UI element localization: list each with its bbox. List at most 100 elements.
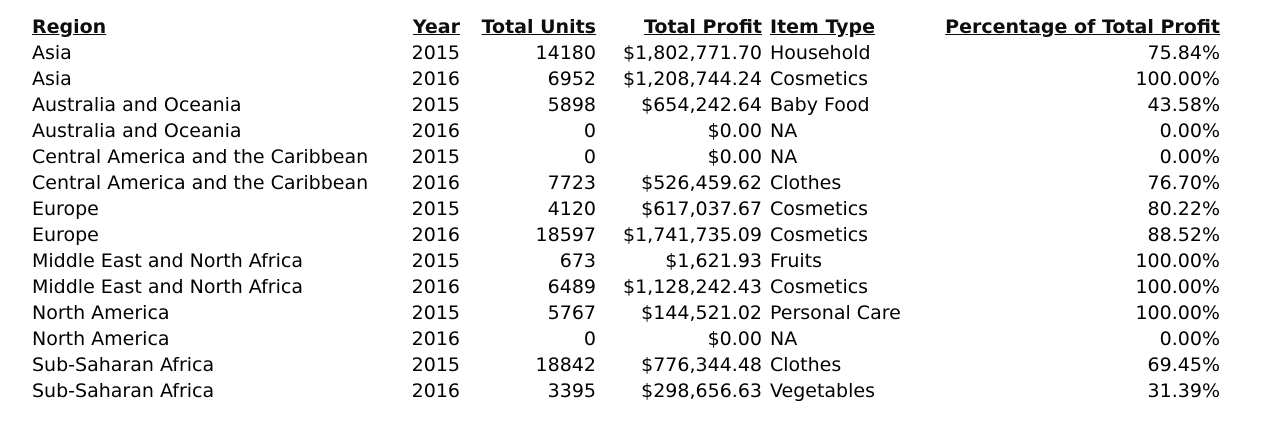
- cell-percentage-total-profit: 100.00%: [1135, 250, 1220, 272]
- cell-total-profit: $144,521.02: [641, 302, 762, 324]
- cell-region: North America: [32, 328, 170, 350]
- cell-region: Asia: [32, 42, 72, 64]
- table-row: Middle East and North Africa 2015 673 $1,62…: [28, 248, 1224, 274]
- cell-total-units: 5767: [547, 302, 596, 324]
- cell-region: Middle East and North Africa: [32, 250, 303, 272]
- cell-region: Central America and the Caribbean: [32, 172, 369, 194]
- cell-region: Sub-Saharan Africa: [32, 380, 215, 402]
- header-item-type: Item Type: [770, 16, 876, 38]
- table-body: Asia 2015 14180 $1,802,771.70 Household 75.84…: [28, 40, 1224, 404]
- cell-percentage-total-profit: 100.00%: [1135, 276, 1220, 298]
- cell-total-profit: $1,208,744.24: [622, 68, 762, 90]
- header-percentage-total-profit: Percentage of Total Profit: [945, 16, 1220, 38]
- cell-total-profit: $1,621.93: [665, 250, 762, 272]
- table-row: Australia and Oceania 2015 5898 $654,242.64…: [28, 92, 1224, 118]
- table-row: Middle East and North Africa 2016 6489 $1,1…: [28, 274, 1224, 300]
- cell-year: 2015: [411, 354, 460, 376]
- table-row: Australia and Oceania 2016 0 $0.00 NA 0.00%: [28, 118, 1224, 144]
- cell-total-profit: $776,344.48: [641, 354, 762, 376]
- cell-percentage-total-profit: 31.39%: [1147, 380, 1220, 402]
- cell-total-units: 7723: [547, 172, 596, 194]
- cell-year: 2016: [411, 276, 460, 298]
- cell-percentage-total-profit: 0.00%: [1159, 146, 1220, 168]
- table-row: North America 2016 0 $0.00 NA 0.00%: [28, 326, 1224, 352]
- cell-year: 2015: [411, 198, 460, 220]
- cell-percentage-total-profit: 0.00%: [1159, 120, 1220, 142]
- cell-total-profit: $617,037.67: [641, 198, 762, 220]
- cell-item-type: Baby Food: [770, 94, 870, 116]
- table-row: Central America and the Caribbean 2015 0 $0…: [28, 144, 1224, 170]
- cell-percentage-total-profit: 100.00%: [1135, 302, 1220, 324]
- table-row: Sub-Saharan Africa 2016 3395 $298,656.63 Veg…: [28, 378, 1224, 404]
- cell-percentage-total-profit: 80.22%: [1147, 198, 1220, 220]
- cell-item-type: Cosmetics: [770, 68, 869, 90]
- profit-table: Region Year Total Units Total Profit Ite…: [28, 14, 1224, 404]
- cell-item-type: Cosmetics: [770, 224, 869, 246]
- header-total-units: Total Units: [481, 16, 596, 38]
- cell-item-type: Household: [770, 42, 871, 64]
- cell-total-profit: $0.00: [707, 146, 762, 168]
- table-row: Central America and the Caribbean 2016 772…: [28, 170, 1224, 196]
- table-row: Europe 2016 18597 $1,741,735.09 Cosmetics 88.…: [28, 222, 1224, 248]
- cell-region: Europe: [32, 198, 99, 220]
- cell-total-profit: $0.00: [707, 328, 762, 350]
- cell-item-type: NA: [770, 146, 798, 168]
- cell-total-profit: $654,242.64: [641, 94, 762, 116]
- cell-total-units: 4120: [547, 198, 596, 220]
- cell-region: Sub-Saharan Africa: [32, 354, 215, 376]
- cell-year: 2016: [411, 224, 460, 246]
- cell-item-type: Cosmetics: [770, 276, 869, 298]
- cell-year: 2016: [411, 380, 460, 402]
- cell-total-units: 6952: [547, 68, 596, 90]
- table-row: Europe 2015 4120 $617,037.67 Cosmetics 80.22%: [28, 196, 1224, 222]
- table-row: Asia 2016 6952 $1,208,744.24 Cosmetics 100.00…: [28, 66, 1224, 92]
- cell-total-units: 673: [559, 250, 596, 272]
- cell-item-type: NA: [770, 120, 798, 142]
- table-row: Sub-Saharan Africa 2015 18842 $776,344.48 Cl…: [28, 352, 1224, 378]
- cell-item-type: Fruits: [770, 250, 823, 272]
- cell-percentage-total-profit: 75.84%: [1147, 42, 1220, 64]
- header-row: Region Year Total Units Total Profit Ite…: [28, 14, 1224, 40]
- cell-total-units: 18842: [535, 354, 596, 376]
- cell-total-units: 0: [583, 146, 596, 168]
- cell-year: 2016: [411, 68, 460, 90]
- cell-region: North America: [32, 302, 170, 324]
- cell-total-units: 0: [583, 328, 596, 350]
- cell-year: 2015: [411, 94, 460, 116]
- cell-total-profit: $0.00: [707, 120, 762, 142]
- cell-total-units: 6489: [547, 276, 596, 298]
- cell-total-units: 3395: [547, 380, 596, 402]
- cell-total-units: 0: [583, 120, 596, 142]
- cell-item-type: Clothes: [770, 172, 842, 194]
- cell-year: 2015: [411, 42, 460, 64]
- header-total-profit: Total Profit: [643, 16, 762, 38]
- cell-region: Australia and Oceania: [32, 120, 242, 142]
- cell-percentage-total-profit: 43.58%: [1147, 94, 1220, 116]
- cell-year: 2016: [411, 120, 460, 142]
- cell-item-type: Personal Care: [770, 302, 901, 324]
- header-region: Region: [32, 16, 107, 38]
- cell-region: Australia and Oceania: [32, 94, 242, 116]
- cell-year: 2016: [411, 172, 460, 194]
- cell-percentage-total-profit: 0.00%: [1159, 328, 1220, 350]
- cell-total-units: 14180: [535, 42, 596, 64]
- cell-year: 2016: [411, 328, 460, 350]
- cell-item-type: Vegetables: [770, 380, 875, 402]
- cell-percentage-total-profit: 76.70%: [1147, 172, 1220, 194]
- cell-total-units: 5898: [547, 94, 596, 116]
- cell-region: Asia: [32, 68, 72, 90]
- cell-total-units: 18597: [535, 224, 596, 246]
- cell-percentage-total-profit: 88.52%: [1147, 224, 1220, 246]
- cell-item-type: Cosmetics: [770, 198, 869, 220]
- cell-region: Middle East and North Africa: [32, 276, 303, 298]
- cell-year: 2015: [411, 250, 460, 272]
- cell-total-profit: $1,741,735.09: [622, 224, 762, 246]
- cell-item-type: Clothes: [770, 354, 842, 376]
- cell-year: 2015: [411, 146, 460, 168]
- cell-total-profit: $1,802,771.70: [622, 42, 762, 64]
- cell-item-type: NA: [770, 328, 798, 350]
- cell-total-profit: $298,656.63: [641, 380, 762, 402]
- table-container: Region Year Total Units Total Profit Ite…: [28, 14, 1224, 404]
- cell-total-profit: $1,128,242.43: [622, 276, 762, 298]
- table-row: North America 2015 5767 $144,521.02 Personal…: [28, 300, 1224, 326]
